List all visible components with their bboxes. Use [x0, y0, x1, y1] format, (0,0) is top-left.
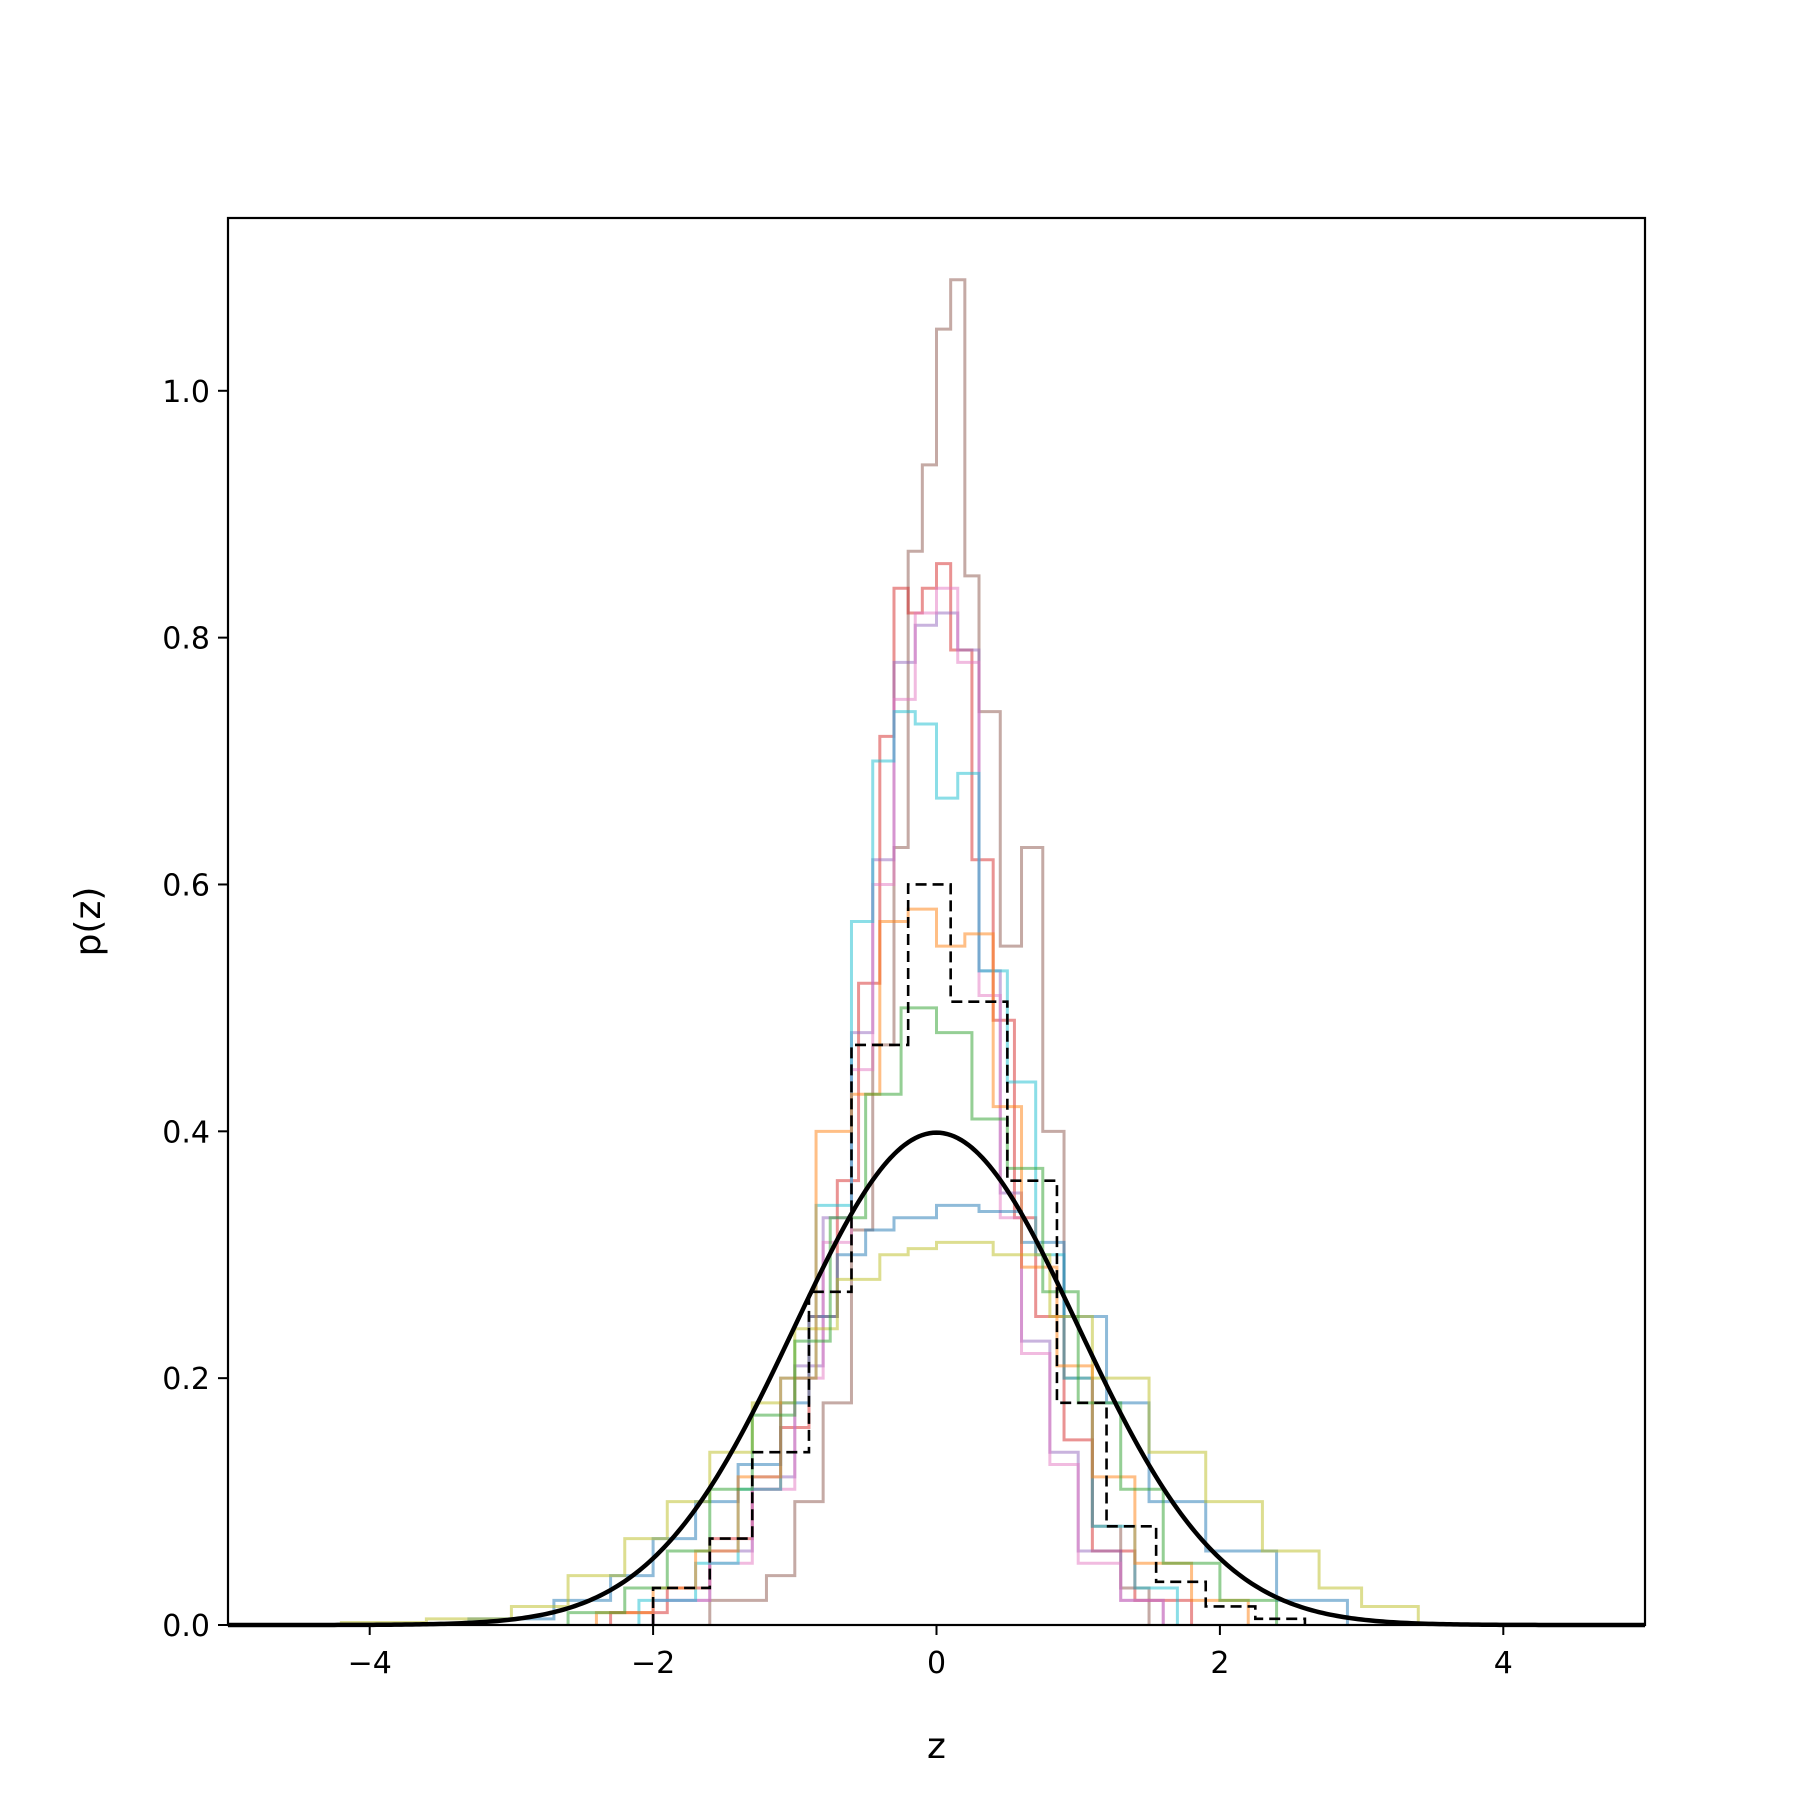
x-tick-label: 4 [1494, 1646, 1513, 1681]
y-tick-label: 0.2 [162, 1362, 210, 1397]
x-tick-label: 0 [927, 1646, 946, 1681]
histogram-series-8 [339, 1240, 1420, 1625]
histogram-series-5 [651, 586, 1165, 1625]
y-tick-label: 0.8 [162, 622, 210, 657]
histogram-series-10 [566, 1006, 1279, 1625]
x-axis-label: z [927, 1726, 946, 1767]
y-tick-label: 0.6 [162, 868, 210, 903]
x-tick-label: 2 [1210, 1646, 1229, 1681]
histogram-series-9 [594, 907, 1250, 1625]
histogram-layer [339, 278, 1420, 1625]
y-axis-label: p(z) [68, 887, 109, 957]
y-tick-label: 0.4 [162, 1115, 210, 1150]
x-tick-label: −2 [631, 1646, 675, 1681]
y-tick-label: 1.0 [162, 375, 210, 410]
histogram-series-6 [637, 710, 1179, 1625]
histogram-series-dashed [651, 883, 1307, 1625]
x-axis-ticks: −4 −2 0 2 4 [348, 1625, 1513, 1681]
reference-curve-layer [228, 1130, 1645, 1628]
y-axis-ticks: 0.0 0.2 0.4 0.6 0.8 1.0 [162, 375, 228, 1644]
y-tick-label: 0.0 [162, 1609, 210, 1644]
histogram-series-2 [708, 278, 1151, 1625]
histogram-series-4 [651, 611, 1165, 1625]
normal-density-curve [228, 1130, 1645, 1628]
x-tick-label: −4 [348, 1646, 392, 1681]
